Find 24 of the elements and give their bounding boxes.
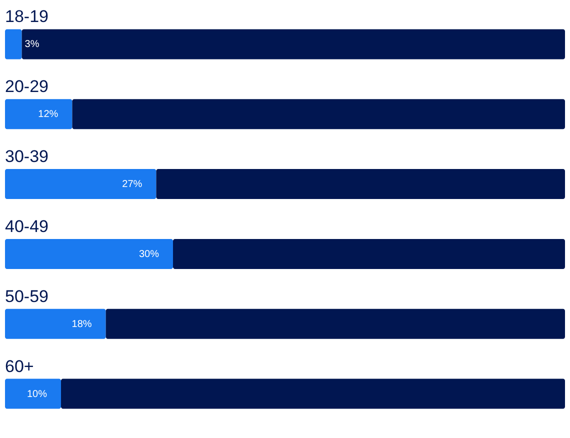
- data-label: 10%: [26, 388, 48, 400]
- bar: [5, 99, 72, 130]
- data-label: 27%: [122, 179, 142, 190]
- y-tick-label: 20-29: [5, 77, 48, 96]
- bar: [173, 238, 565, 269]
- y-tick-label: 18-19: [5, 7, 48, 26]
- y-tick-label: 50-59: [5, 286, 48, 306]
- bar: [5, 378, 61, 409]
- bar: [106, 308, 565, 339]
- bar: [5, 308, 106, 339]
- data-label: 12%: [38, 109, 58, 120]
- y-tick-label: 40-49: [5, 216, 48, 236]
- data-label: 18%: [72, 318, 92, 330]
- bar: [22, 29, 565, 60]
- bar: [156, 169, 565, 200]
- bar: [5, 169, 156, 200]
- bar: [5, 29, 22, 60]
- data-label: 3%: [24, 39, 40, 50]
- y-tick-label: 60+: [5, 356, 34, 376]
- data-label: 30%: [138, 248, 160, 260]
- y-tick-label: 30-39: [5, 147, 48, 166]
- bar: [61, 378, 565, 409]
- bar: [5, 238, 173, 269]
- bar: [72, 99, 565, 130]
